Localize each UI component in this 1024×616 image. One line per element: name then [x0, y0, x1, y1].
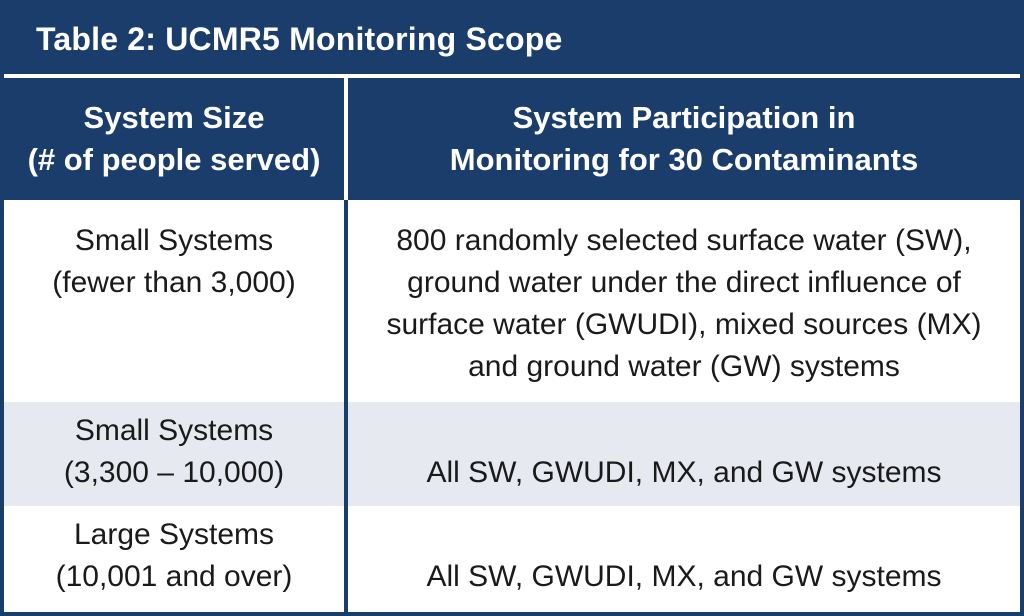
cell-system-size: Small Systems (fewer than 3,000): [4, 200, 344, 304]
header-participation-line1: System Participation in: [512, 100, 856, 135]
header-divider: [344, 78, 348, 200]
table-row: Large Systems (10,001 and over) All SW, …: [4, 506, 1020, 612]
size-line2: (10,001 and over): [55, 560, 293, 593]
participation-line: All SW, GWUDI, MX, and GW systems: [426, 560, 942, 593]
cell-participation: All SW, GWUDI, MX, and GW systems: [348, 556, 1020, 598]
size-line2: (3,300 – 10,000): [63, 456, 285, 489]
header-participation-line2: Monitoring for 30 Contaminants: [449, 142, 919, 177]
size-line2: (fewer than 3,000): [52, 266, 296, 299]
header-system-size-line1: System Size: [83, 100, 265, 135]
size-line1: Small Systems: [74, 224, 274, 257]
size-line1: Small Systems: [74, 414, 274, 447]
title-divider: [4, 74, 1020, 78]
participation-line: ground water under the direct influence …: [407, 266, 961, 299]
cell-system-size: Large Systems (10,001 and over): [4, 506, 344, 598]
cell-participation: All SW, GWUDI, MX, and GW systems: [348, 452, 1020, 494]
table-row: Small Systems (3,300 – 10,000) All SW, G…: [4, 402, 1020, 506]
cell-participation: 800 randomly selected surface water (SW)…: [348, 200, 1020, 388]
header-system-participation: System Participation in Monitoring for 3…: [348, 78, 1020, 200]
cell-system-size: Small Systems (3,300 – 10,000): [4, 402, 344, 494]
header-system-size-line2: (# of people served): [27, 142, 321, 177]
participation-line: All SW, GWUDI, MX, and GW systems: [426, 456, 942, 489]
table-header-row: System Size (# of people served) System …: [4, 78, 1020, 200]
participation-line: and ground water (GW) systems: [468, 350, 900, 383]
column-divider: [344, 200, 348, 402]
table-row: Small Systems (fewer than 3,000) 800 ran…: [4, 200, 1020, 402]
table-title: Table 2: UCMR5 Monitoring Scope: [4, 4, 1020, 74]
size-line1: Large Systems: [73, 518, 275, 551]
column-divider: [344, 506, 348, 612]
participation-line: surface water (GWUDI), mixed sources (MX…: [386, 308, 982, 341]
header-system-size: System Size (# of people served): [4, 78, 344, 200]
column-divider: [344, 402, 348, 506]
participation-line: 800 randomly selected surface water (SW)…: [396, 224, 972, 257]
